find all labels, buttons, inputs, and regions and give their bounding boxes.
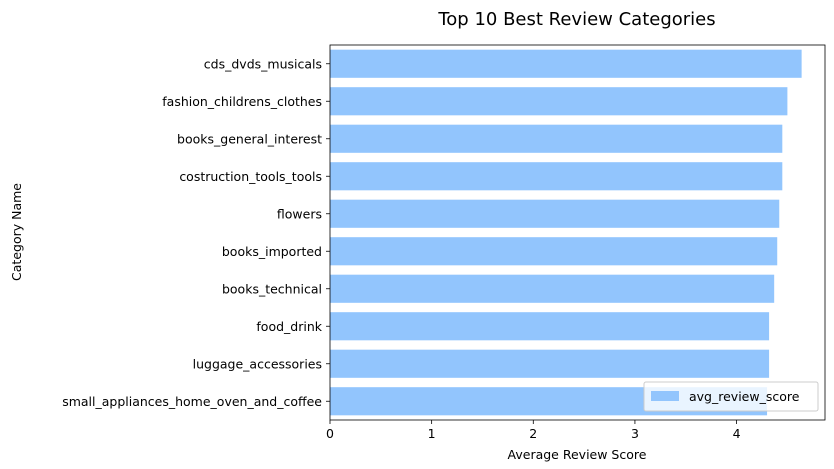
- y-axis-ticks: cds_dvds_musicals fashion_childrens_cloth…: [62, 56, 330, 409]
- y-tick-label: books_technical: [222, 281, 322, 296]
- y-tick-label: books_general_interest: [177, 131, 322, 146]
- x-tick-label: 4: [733, 426, 741, 441]
- chart-title: Top 10 Best Review Categories: [437, 9, 715, 30]
- y-tick-label: cds_dvds_musicals: [204, 56, 322, 71]
- y-tick-label: food_drink: [256, 319, 322, 334]
- bar-flowers: [330, 199, 780, 228]
- legend-box: [643, 381, 819, 412]
- x-tick-label: 1: [428, 426, 436, 441]
- x-axis-title: Average Review Score: [508, 447, 647, 462]
- plot-frame: [329, 44, 826, 421]
- x-axis-ticks: 0 1 2 3 4: [326, 420, 741, 441]
- legend-label: avg_review_score: [689, 389, 800, 404]
- bar-luggage_accessories: [330, 349, 770, 378]
- bar-food_drink: [330, 312, 770, 341]
- bar-books_imported: [330, 237, 778, 266]
- y-axis-title: Category Name: [9, 183, 24, 281]
- bars-group: [330, 49, 802, 416]
- y-tick-label: flowers: [277, 206, 322, 221]
- bar-books_general_interest: [330, 124, 783, 153]
- x-tick-label: 2: [529, 426, 537, 441]
- y-tick-label: books_imported: [222, 244, 322, 259]
- legend-swatch: [651, 391, 679, 401]
- bar-cds_dvds_musicals: [330, 49, 802, 78]
- x-tick-label: 0: [326, 426, 334, 441]
- bar-costruction_tools_tools: [330, 162, 783, 191]
- y-tick-label: small_appliances_home_oven_and_coffee: [62, 394, 322, 409]
- y-tick-label: luggage_accessories: [193, 356, 322, 371]
- y-tick-label: costruction_tools_tools: [179, 169, 322, 184]
- legend: avg_review_score: [643, 381, 819, 412]
- bar-books_technical: [330, 274, 775, 303]
- x-tick-label: 3: [631, 426, 639, 441]
- bar-fashion_childrens_clothes: [330, 87, 788, 116]
- y-tick-label: fashion_childrens_clothes: [162, 94, 322, 109]
